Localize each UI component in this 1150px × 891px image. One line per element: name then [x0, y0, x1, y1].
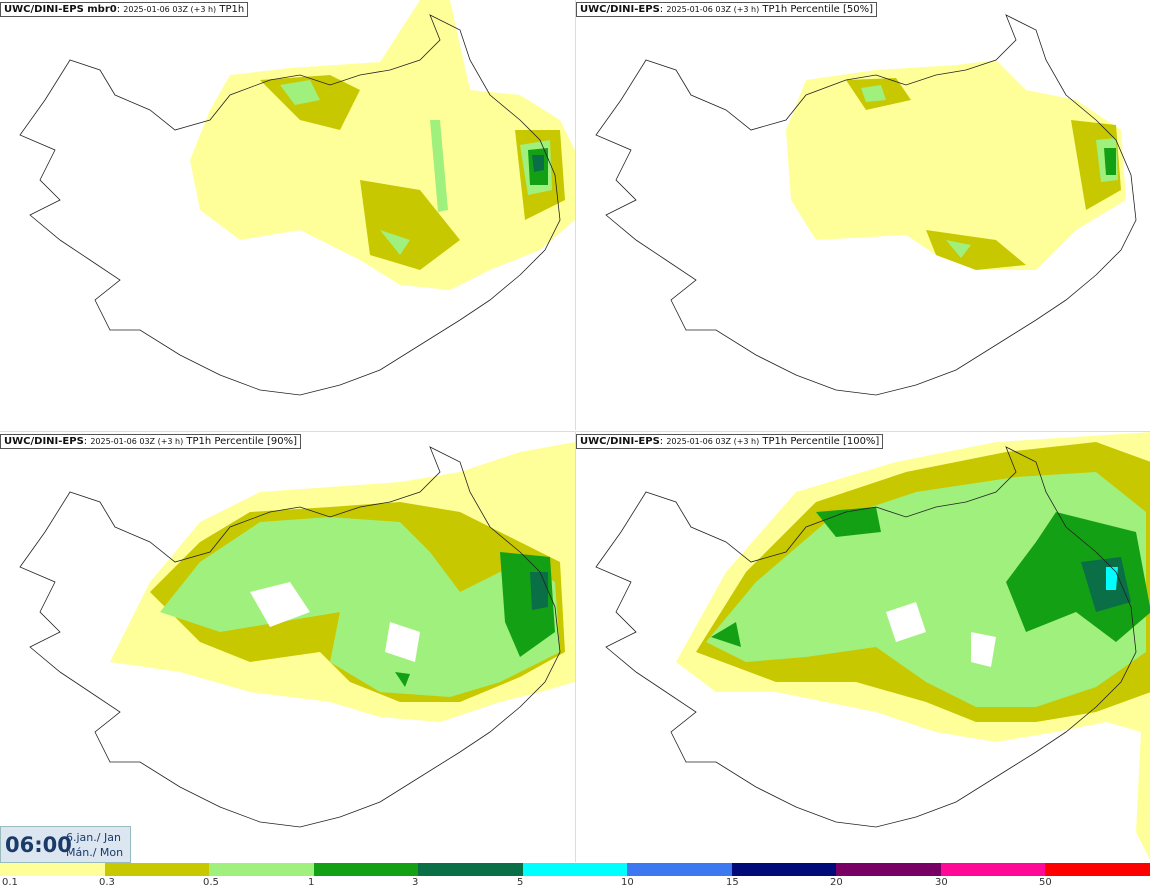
map-panel-p90: UWC/DINI-EPS: 2025-01-06 03Z (+3 h) TP1h… — [0, 431, 575, 862]
legend-tick: 20 — [830, 877, 843, 888]
panel-run: 2025-01-06 03Z (+3 h) — [123, 5, 217, 14]
legend-swatch — [313, 863, 419, 876]
legend-swatch — [836, 863, 941, 876]
valid-time-box: 06:00 6.jan./ Jan Mán./ Mon — [0, 826, 131, 863]
precipitation-map — [19, 0, 575, 396]
panel-title: UWC/DINI-EPS: 2025-01-06 03Z (+3 h) TP1h… — [0, 434, 301, 449]
panel-model: UWC/DINI-EPS mbr0 — [4, 4, 117, 15]
legend-swatch — [627, 863, 732, 876]
precip-areas — [190, 0, 575, 290]
legend-swatch — [418, 863, 523, 876]
panel-field: TP1h Percentile [100%] — [762, 436, 880, 447]
panel-run: 2025-01-06 03Z (+3 h) — [666, 437, 760, 446]
legend-tick: 3 — [412, 877, 419, 888]
panel-run: 2025-01-06 03Z (+3 h) — [666, 5, 760, 14]
legend-tick: 30 — [935, 877, 948, 888]
legend-swatch — [940, 863, 1046, 876]
panel-model: UWC/DINI-EPS — [580, 436, 660, 447]
panel-field: TP1h Percentile [50%] — [762, 4, 873, 15]
legend-swatch — [522, 863, 628, 876]
legend-tick: 5 — [517, 877, 524, 888]
legend-swatch — [1045, 863, 1150, 876]
panel-model: UWC/DINI-EPS — [4, 436, 84, 447]
legend-tick: 0.3 — [99, 877, 115, 888]
iceland-outline — [19, 446, 561, 828]
legend-tick: 10 — [621, 877, 634, 888]
precipitation-map — [19, 442, 575, 828]
precip-areas — [110, 442, 575, 722]
map-panel-mbr0: UWC/DINI-EPS mbr0: 2025-01-06 03Z (+3 h)… — [0, 0, 575, 430]
panel-title: UWC/DINI-EPS: 2025-01-06 03Z (+3 h) TP1h… — [576, 2, 877, 17]
panel-model: UWC/DINI-EPS — [580, 4, 660, 15]
iceland-outline — [19, 14, 561, 396]
legend-swatch — [0, 863, 105, 876]
legend-tick: 1 — [308, 877, 315, 888]
precip-color-legend — [0, 863, 1150, 876]
panel-title: UWC/DINI-EPS mbr0: 2025-01-06 03Z (+3 h)… — [0, 2, 249, 17]
legend-tick: 50 — [1039, 877, 1052, 888]
panel-run: 2025-01-06 03Z (+3 h) — [90, 437, 184, 446]
panel-title: UWC/DINI-EPS: 2025-01-06 03Z (+3 h) TP1h… — [576, 434, 884, 449]
precipitation-map — [595, 432, 1150, 860]
iceland-outline — [595, 446, 1137, 828]
precip-areas — [676, 432, 1150, 860]
map-panel-p50: UWC/DINI-EPS: 2025-01-06 03Z (+3 h) TP1h… — [575, 0, 1150, 430]
legend-tick: 15 — [726, 877, 739, 888]
legend-tick: 0.1 — [2, 877, 18, 888]
valid-day: Mán./ Mon — [66, 846, 124, 859]
panel-field: TP1h — [219, 4, 245, 15]
iceland-outline — [595, 14, 1137, 396]
precip-areas — [786, 60, 1126, 270]
legend-tick: 0.5 — [203, 877, 219, 888]
valid-time: 06:00 — [5, 833, 72, 857]
legend-swatch — [731, 863, 837, 876]
legend-tick-labels: 0.1 0.3 0.5 1 3 5 10 15 20 30 50 — [0, 877, 1150, 891]
legend-swatch — [104, 863, 210, 876]
map-panel-p100: UWC/DINI-EPS: 2025-01-06 03Z (+3 h) TP1h… — [575, 431, 1150, 862]
precipitation-map — [595, 14, 1137, 396]
valid-date: 6.jan./ Jan — [66, 831, 121, 844]
panel-field: TP1h Percentile [90%] — [186, 436, 297, 447]
legend-swatch — [209, 863, 314, 876]
